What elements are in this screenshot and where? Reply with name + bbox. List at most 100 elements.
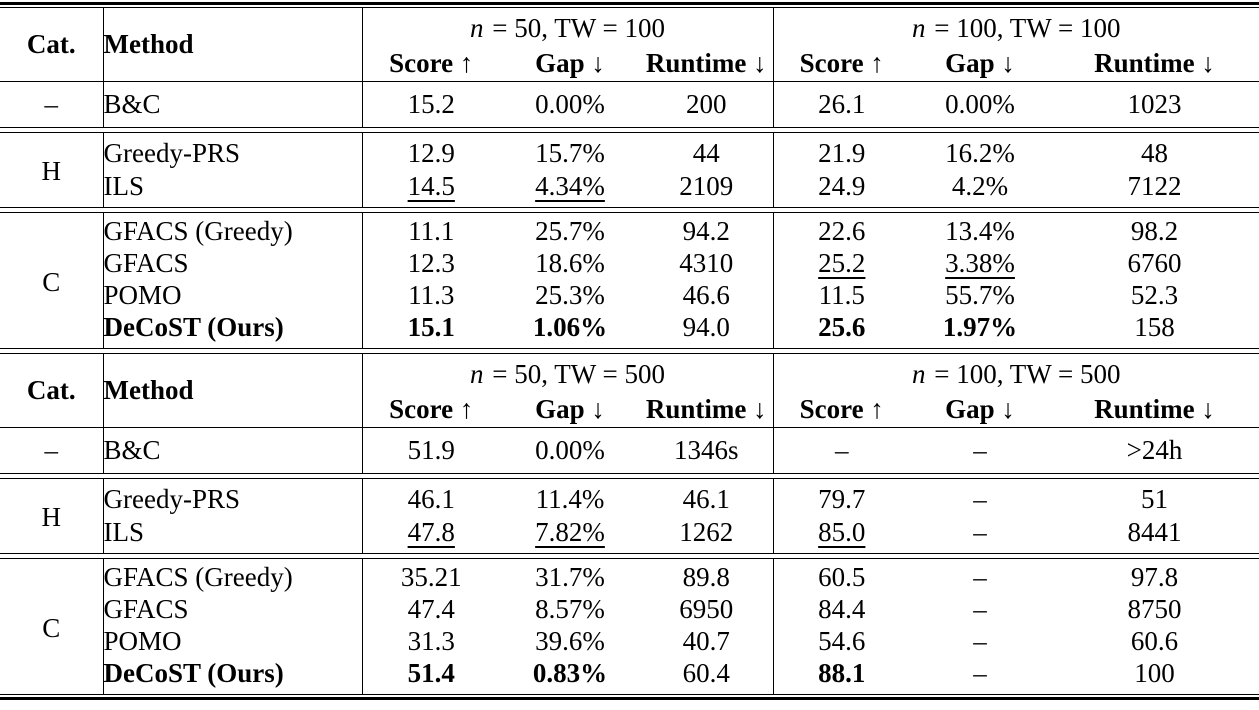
score-cell: 46.1 [407,483,455,514]
gap-cell: – [973,562,987,592]
runtime-cell: 51 [1141,483,1169,514]
table-header: Cat. Method n = 50, TW = 500 n = 100, TW… [0,354,1259,428]
gap-cell: – [973,593,987,624]
table-row: GFACS 47.4 8.57% 6950 84.4 – 8750 [0,593,1259,626]
group-header-text: = 50, TW = 500 [485,358,665,389]
gap-cell: 8.57% [535,593,605,624]
table-row: POMO 11.3 25.3% 46.6 11.5 55.7% 52.3 [0,279,1259,312]
score-cell: 25.2 [772,247,911,280]
bottom-rule [0,694,1259,700]
runtime-cell: 94.0 [682,312,730,342]
table-header: Cat. Method n = 50, TW = 100 n = 100, TW… [0,8,1259,82]
runtime-cell: 44 [692,137,720,168]
group-header-n100-tw100: n = 100, TW = 100 [772,8,1259,47]
score-cell: 11.1 [408,216,455,246]
math-var-n: n [470,358,484,389]
col-header-cat: Cat. [0,354,104,428]
score-cell: 54.6 [772,625,911,658]
col-header-method: Method [103,354,363,428]
table-row-ours: DeCoST (Ours) 15.1 1.06% 94.0 25.6 1.97%… [0,312,1259,348]
col-header-gap: Gap ↓ [500,393,640,428]
gap-cell: – [973,483,987,514]
gap-cell: 7.82% [535,516,605,547]
runtime-cell: >24h [1126,434,1183,465]
gap-cell: 11.4% [535,483,605,514]
score-cell: 24.9 [772,170,911,207]
runtime-cell: 1262 [679,516,734,547]
method-cell: POMO [103,625,363,658]
method-cell: ILS [103,170,363,207]
runtime-cell: 1023 [1127,88,1182,119]
score-cell: 25.6 [772,312,911,348]
section-heuristics: H Greedy-PRS 46.1 11.4% 46.1 79.7 – 51 I… [0,479,1259,553]
gap-cell: 1.97% [942,312,1018,342]
runtime-cell: 60.4 [682,658,730,688]
method-cell: ILS [103,516,363,553]
runtime-cell: 98.2 [1130,216,1179,246]
gap-cell: 4.34% [535,170,605,201]
col-header-method: Method [103,8,363,82]
score-cell: 51.4 [407,658,455,688]
results-table-tw100: Cat. Method n = 50, TW = 100 n = 100, TW… [0,8,1259,348]
col-header-gap: Gap ↓ [910,47,1051,82]
score-cell: 88.1 [772,658,911,694]
runtime-cell: 4310 [679,247,734,278]
gap-cell: 3.38% [945,247,1015,278]
gap-cell: 25.7% [535,216,605,246]
col-header-runtime: Runtime ↓ [1050,47,1259,82]
method-cell: POMO [103,279,363,312]
table-row: – B&C 51.9 0.00% 1346s – – >24h [0,427,1259,473]
runtime-cell: 8441 [1127,516,1182,547]
section-heuristics: H Greedy-PRS 12.9 15.7% 44 21.9 16.2% 48… [0,133,1259,207]
score-cell: 15.2 [407,88,455,119]
group-header-text: = 100, TW = 100 [927,12,1121,43]
col-header-runtime: Runtime ↓ [640,393,774,428]
table-row: POMO 31.3 39.6% 40.7 54.6 – 60.6 [0,625,1259,658]
table-row: – B&C 15.2 0.00% 200 26.1 0.00% 1023 [0,81,1259,127]
score-cell: 47.4 [407,593,455,624]
gap-cell: 18.6% [535,247,605,278]
runtime-cell: 6950 [679,593,734,624]
double-rule [0,207,1259,213]
score-cell: 22.6 [772,213,911,247]
math-var-n: n [912,12,926,43]
gap-cell: 16.2% [945,137,1015,168]
runtime-cell: 48 [1141,137,1169,168]
score-cell: 11.5 [772,279,911,312]
method-cell: DeCoST (Ours) [103,658,363,694]
gap-cell: 0.83% [532,658,608,688]
score-cell: 35.21 [400,562,462,592]
method-cell: GFACS (Greedy) [103,559,363,593]
runtime-cell: 2109 [679,170,734,201]
gap-cell: – [973,626,987,657]
math-var-n: n [470,12,484,43]
col-header-gap: Gap ↓ [500,47,640,82]
col-header-score: Score ↑ [362,393,500,428]
gap-cell: – [973,516,987,547]
score-cell: 26.1 [772,81,911,127]
category-cell: C [0,213,104,348]
method-cell: Greedy-PRS [103,133,363,170]
gap-cell: 25.3% [535,280,605,311]
col-header-runtime: Runtime ↓ [640,47,774,82]
category-cell: – [0,81,104,127]
method-cell: B&C [103,81,363,127]
score-cell: 85.0 [772,516,911,553]
runtime-cell: 46.1 [682,483,730,514]
group-header-n50-tw500: n = 50, TW = 500 [362,354,773,393]
top-rule [0,2,1259,8]
col-header-score: Score ↑ [772,47,911,82]
gap-cell: 15.7% [535,137,605,168]
double-rule [0,553,1259,559]
group-header-row: Cat. Method n = 50, TW = 100 n = 100, TW… [0,8,1259,82]
section-separator [0,553,1259,559]
double-rule [0,127,1259,133]
runtime-cell: 52.3 [1130,280,1179,311]
score-cell: 79.7 [772,479,911,516]
section-separator [0,127,1259,133]
runtime-cell: 6760 [1127,247,1182,278]
runtime-cell: 97.8 [1130,562,1179,592]
method-cell: B&C [103,427,363,473]
score-cell: 12.3 [407,247,455,278]
section-separator [0,473,1259,479]
